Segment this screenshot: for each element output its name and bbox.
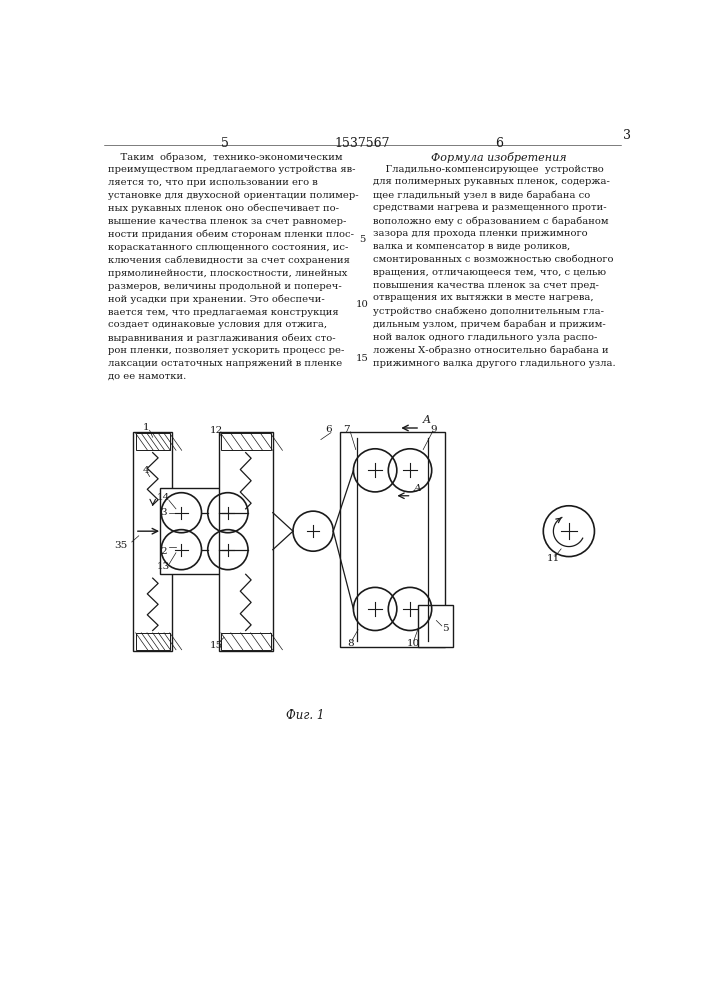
Text: 6: 6 (495, 137, 503, 150)
Text: Формула изобретения: Формула изобретения (431, 152, 567, 163)
Text: 10: 10 (407, 639, 421, 648)
Text: 13: 13 (157, 562, 170, 571)
Text: 2: 2 (160, 547, 167, 556)
Text: A: A (414, 484, 421, 493)
Text: Гладильно-компенсирующее  устройство
для полимерных рукавных пленок, содержа-
ще: Гладильно-компенсирующее устройство для … (373, 165, 615, 368)
Bar (134, 432, 172, 651)
Text: 14: 14 (157, 493, 170, 502)
Text: 1: 1 (144, 424, 150, 432)
Bar (221, 633, 271, 650)
Text: 5: 5 (442, 624, 448, 633)
Text: 8: 8 (347, 639, 354, 648)
Text: 5: 5 (358, 235, 365, 244)
Text: 15: 15 (356, 354, 368, 363)
Text: 9: 9 (430, 425, 436, 434)
Text: 15: 15 (209, 641, 223, 650)
Text: 5: 5 (221, 137, 228, 150)
Bar (340, 432, 445, 647)
Bar (136, 633, 170, 650)
Text: A: A (423, 415, 431, 425)
Bar (418, 605, 452, 647)
Text: Таким  образом,  технико-экономическим
преимуществом предлагаемого устройства яв: Таким образом, технико-экономическим пре… (107, 152, 358, 381)
Text: 11: 11 (547, 554, 560, 563)
Bar (221, 433, 271, 450)
Text: 6: 6 (325, 425, 332, 434)
Text: 1537567: 1537567 (334, 137, 390, 150)
Text: 12: 12 (209, 426, 223, 435)
Bar (218, 432, 273, 651)
Text: 35: 35 (115, 541, 127, 550)
Text: 3: 3 (623, 129, 631, 142)
Bar (136, 433, 170, 450)
Text: 10: 10 (356, 300, 368, 309)
Text: 4: 4 (142, 466, 149, 475)
Text: Фиг. 1: Фиг. 1 (286, 709, 325, 722)
Text: 3: 3 (160, 508, 167, 517)
Text: 7: 7 (343, 425, 350, 434)
Bar (160, 488, 264, 574)
